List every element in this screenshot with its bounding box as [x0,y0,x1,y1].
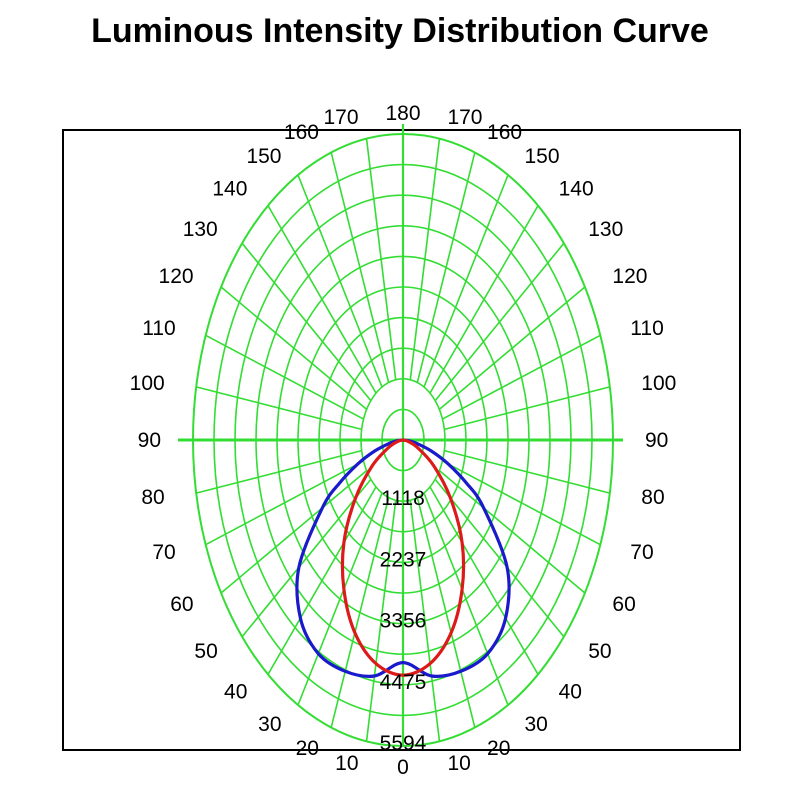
grid-spoke [444,386,611,431]
angle-label-right: 30 [525,713,548,736]
angle-label-right: 90 [645,429,668,452]
angle-label-right: 40 [559,680,582,703]
grid-spoke [365,138,397,380]
polar-grid [178,124,623,747]
angle-label-left: 80 [141,486,164,509]
ring-label: 1118 [381,487,425,510]
angle-label-left: 120 [159,265,194,288]
grid-spoke [330,497,390,728]
angle-label-bottom: 0 [397,756,409,779]
angle-label-right: 160 [487,121,522,144]
angle-label-right: 170 [447,106,482,129]
grid-spoke [416,497,476,728]
angle-label-right: 20 [487,737,510,760]
angle-label-right: 120 [612,265,647,288]
label-layer: 1118223733564475559417016015014013012011… [130,102,677,779]
angle-label-right: 130 [588,218,623,241]
angle-label-left: 110 [142,317,175,340]
angle-label-left: 130 [183,218,218,241]
angle-label-left: 60 [170,593,193,616]
angle-label-left: 70 [152,541,175,564]
plot-frame [62,129,741,751]
grid-spoke [409,138,441,380]
angle-label-top: 180 [385,102,420,125]
angle-label-right: 60 [612,593,635,616]
angle-label-right: 70 [630,541,653,564]
angle-label-right: 110 [630,317,663,340]
grid-spoke [438,469,586,594]
grid-spoke [220,286,368,411]
ring-label: 2237 [380,548,427,571]
angle-label-right: 10 [447,752,470,775]
grid-spoke [429,205,539,394]
grid-spoke [220,469,368,594]
angle-label-left: 10 [335,752,358,775]
grid-spoke [444,449,611,494]
angle-label-left: 30 [258,713,281,736]
grid-spoke [429,486,539,675]
angle-label-left: 40 [224,680,247,703]
grid-spoke [409,500,441,742]
angle-label-left: 50 [194,640,217,663]
angle-label-right: 80 [641,486,664,509]
angle-label-right: 100 [641,372,676,395]
angle-label-right: 150 [525,145,560,168]
grid-spoke [438,286,586,411]
grid-spoke [434,478,565,638]
grid-spoke [241,242,372,402]
series-curve-blue [295,438,511,678]
angle-label-left: 90 [138,429,161,452]
angle-label-left: 160 [284,121,319,144]
grid-spoke [442,460,601,546]
angle-label-right: 50 [588,640,611,663]
grid-spoke [195,449,362,494]
angle-label-left: 20 [296,737,319,760]
angle-label-left: 150 [246,145,281,168]
grid-spoke [423,492,509,706]
grid-spoke [423,174,509,388]
ring-label: 4475 [380,671,427,694]
angle-label-left: 100 [130,372,165,395]
angle-label-left: 170 [323,106,358,129]
grid-spoke [434,242,565,402]
grid-spoke [297,492,383,706]
angle-label-left: 140 [212,178,247,201]
grid-spoke [267,486,377,675]
grid-spoke [195,386,362,431]
grid-spoke [442,334,601,420]
grid-spoke [267,205,377,394]
grid-spoke [241,478,372,638]
grid-spoke [205,460,364,546]
grid-spoke [365,500,397,742]
ring-label: 5594 [380,732,427,755]
series-layer [295,438,511,678]
grid-spoke [297,174,383,388]
chart-title: Luminous Intensity Distribution Curve [91,12,709,50]
grid-spoke [205,334,364,420]
ring-label: 3356 [380,610,427,633]
series-curve-red [340,438,466,677]
grid-spoke [330,152,390,383]
grid-spoke [416,152,476,383]
angle-label-right: 140 [559,178,594,201]
